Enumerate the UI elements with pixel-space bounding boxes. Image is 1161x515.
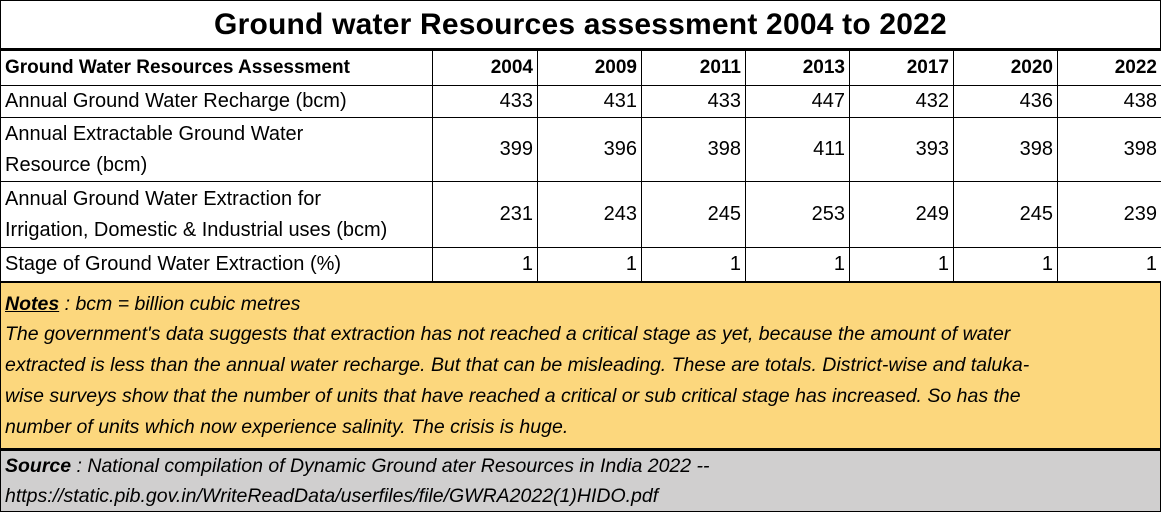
- row-label-cell: Annual Extractable Ground Water Resource…: [0, 117, 433, 182]
- year-header-cell: 2004: [432, 50, 538, 86]
- year-header-cell: 2013: [745, 50, 850, 86]
- value-cell: 231: [432, 181, 538, 248]
- value-cell: 1: [745, 247, 850, 283]
- notes-line: wise surveys show that the number of uni…: [5, 384, 1021, 407]
- value-cell: 447: [745, 85, 850, 118]
- notes-definition-line: Notes : bcm = billion cubic metres: [5, 289, 1156, 320]
- value-cell: 1: [953, 247, 1058, 283]
- row-label-text: Resource (bcm): [5, 153, 148, 176]
- value-cell: 398: [953, 117, 1058, 182]
- value-cell: 396: [537, 117, 642, 182]
- year-header-cell: 2020: [953, 50, 1058, 86]
- notes-line: extracted is less than the annual water …: [5, 354, 1030, 377]
- value-cell: 399: [432, 117, 538, 182]
- row-label-text: Irrigation, Domestic & Industrial uses (…: [5, 218, 388, 241]
- year-header-cell: 2017: [849, 50, 954, 86]
- row-label-text: Annual Extractable Ground Water: [5, 122, 304, 145]
- row-label-text: Stage of Ground Water Extraction (%): [5, 252, 342, 275]
- value-cell: 398: [1057, 117, 1161, 182]
- notes-keyword: Notes: [5, 292, 60, 315]
- table-row: Annual Extractable Ground Water Resource…: [0, 117, 1161, 182]
- value-cell: 1: [641, 247, 746, 283]
- year-header-cell: 2022: [1057, 50, 1161, 86]
- value-cell: 433: [641, 85, 746, 118]
- assessment-table: Ground Water Resources Assessment 2004 2…: [0, 50, 1161, 283]
- value-cell: 432: [849, 85, 954, 118]
- value-cell: 433: [432, 85, 538, 118]
- table-row: Annual Ground Water Extraction for Irrig…: [0, 181, 1161, 248]
- value-cell: 398: [641, 117, 746, 182]
- value-cell: 239: [1057, 181, 1161, 248]
- notes-box: Notes : bcm = billion cubic metres The g…: [0, 282, 1161, 449]
- value-cell: 249: [849, 181, 954, 248]
- value-cell: 1: [1057, 247, 1161, 283]
- value-cell: 411: [745, 117, 850, 182]
- value-cell: 436: [953, 85, 1058, 118]
- source-url: https://static.pib.gov.in/WriteReadData/…: [5, 484, 659, 507]
- table-row: Stage of Ground Water Extraction (%) 1 1…: [0, 247, 1161, 283]
- notes-definition: : bcm = billion cubic metres: [59, 292, 301, 315]
- row-label-text: Annual Ground Water Extraction for: [5, 187, 322, 210]
- source-keyword: Source: [5, 454, 72, 477]
- row-label-cell: Annual Ground Water Recharge (bcm): [0, 85, 433, 118]
- value-cell: 243: [537, 181, 642, 248]
- value-cell: 438: [1057, 85, 1161, 118]
- source-line: Source : National compilation of Dynamic…: [5, 451, 1156, 481]
- value-cell: 1: [537, 247, 642, 283]
- value-cell: 393: [849, 117, 954, 182]
- value-cell: 1: [849, 247, 954, 283]
- value-cell: 245: [641, 181, 746, 248]
- value-cell: 431: [537, 85, 642, 118]
- row-label-cell: Annual Ground Water Extraction for Irrig…: [0, 181, 433, 248]
- source-text: : National compilation of Dynamic Ground…: [71, 454, 710, 477]
- sheet-title: Ground water Resources assessment 2004 t…: [0, 0, 1161, 50]
- value-cell: 245: [953, 181, 1058, 248]
- source-box: Source : National compilation of Dynamic…: [0, 448, 1161, 512]
- value-cell: 1: [432, 247, 538, 283]
- table-header-row: Ground Water Resources Assessment 2004 2…: [0, 50, 1161, 86]
- table-row: Annual Ground Water Recharge (bcm) 433 4…: [0, 85, 1161, 118]
- row-label-cell: Stage of Ground Water Extraction (%): [0, 247, 433, 283]
- value-cell: 253: [745, 181, 850, 248]
- row-label-text: Annual Ground Water Recharge (bcm): [5, 90, 347, 112]
- header-label-cell: Ground Water Resources Assessment: [0, 50, 433, 86]
- year-header-cell: 2011: [641, 50, 746, 86]
- notes-line: number of units which now experience sal…: [5, 415, 569, 438]
- notes-line: The government's data suggests that extr…: [5, 323, 1011, 346]
- year-header-cell: 2009: [537, 50, 642, 86]
